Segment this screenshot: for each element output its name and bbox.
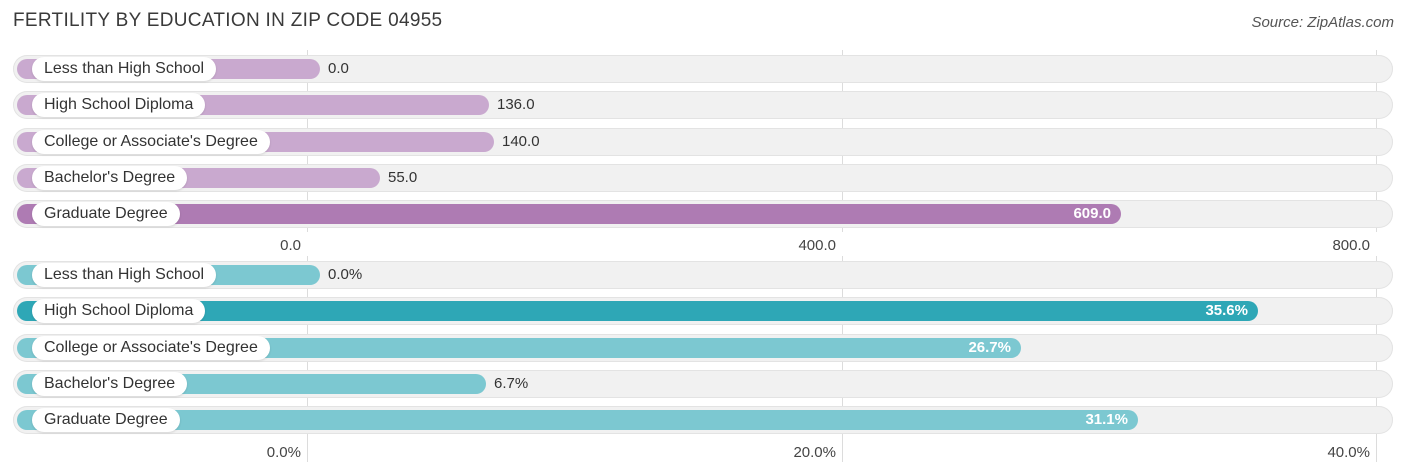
category-label: Bachelor's Degree (32, 166, 188, 190)
category-label: Less than High School (32, 57, 217, 81)
value-label: 26.7% (968, 339, 1011, 356)
bar[interactable] (17, 301, 1258, 321)
bar[interactable] (17, 410, 1138, 430)
value-label: 31.1% (1085, 411, 1128, 428)
category-label: College or Associate's Degree (32, 130, 270, 154)
axis-tick-label: 0.0 (280, 237, 301, 254)
category-label: High School Diploma (32, 299, 206, 323)
value-label: 6.7% (494, 375, 529, 392)
value-label: 0.0 (328, 60, 349, 77)
source-label: Source: ZipAtlas.com (1251, 14, 1394, 31)
bar[interactable] (17, 204, 1121, 224)
value-label: 55.0 (388, 169, 418, 186)
value-label: 0.0% (328, 266, 363, 283)
value-label: 609.0 (1073, 205, 1111, 222)
value-label: 136.0 (497, 96, 535, 113)
axis-tick-label: 400.0 (798, 237, 836, 254)
axis-tick-label: 20.0% (793, 444, 836, 461)
category-label: Graduate Degree (32, 202, 180, 226)
category-label: College or Associate's Degree (32, 336, 270, 360)
value-label: 35.6% (1205, 302, 1248, 319)
category-label: High School Diploma (32, 93, 206, 117)
category-label: Bachelor's Degree (32, 372, 188, 396)
axis-tick-label: 0.0% (266, 444, 301, 461)
value-label: 140.0 (502, 133, 540, 150)
axis-tick-label: 40.0% (1327, 444, 1370, 461)
category-label: Graduate Degree (32, 408, 180, 432)
chart-title: FERTILITY BY EDUCATION IN ZIP CODE 04955 (13, 10, 443, 31)
category-label: Less than High School (32, 263, 217, 287)
axis-tick-label: 800.0 (1332, 237, 1370, 254)
